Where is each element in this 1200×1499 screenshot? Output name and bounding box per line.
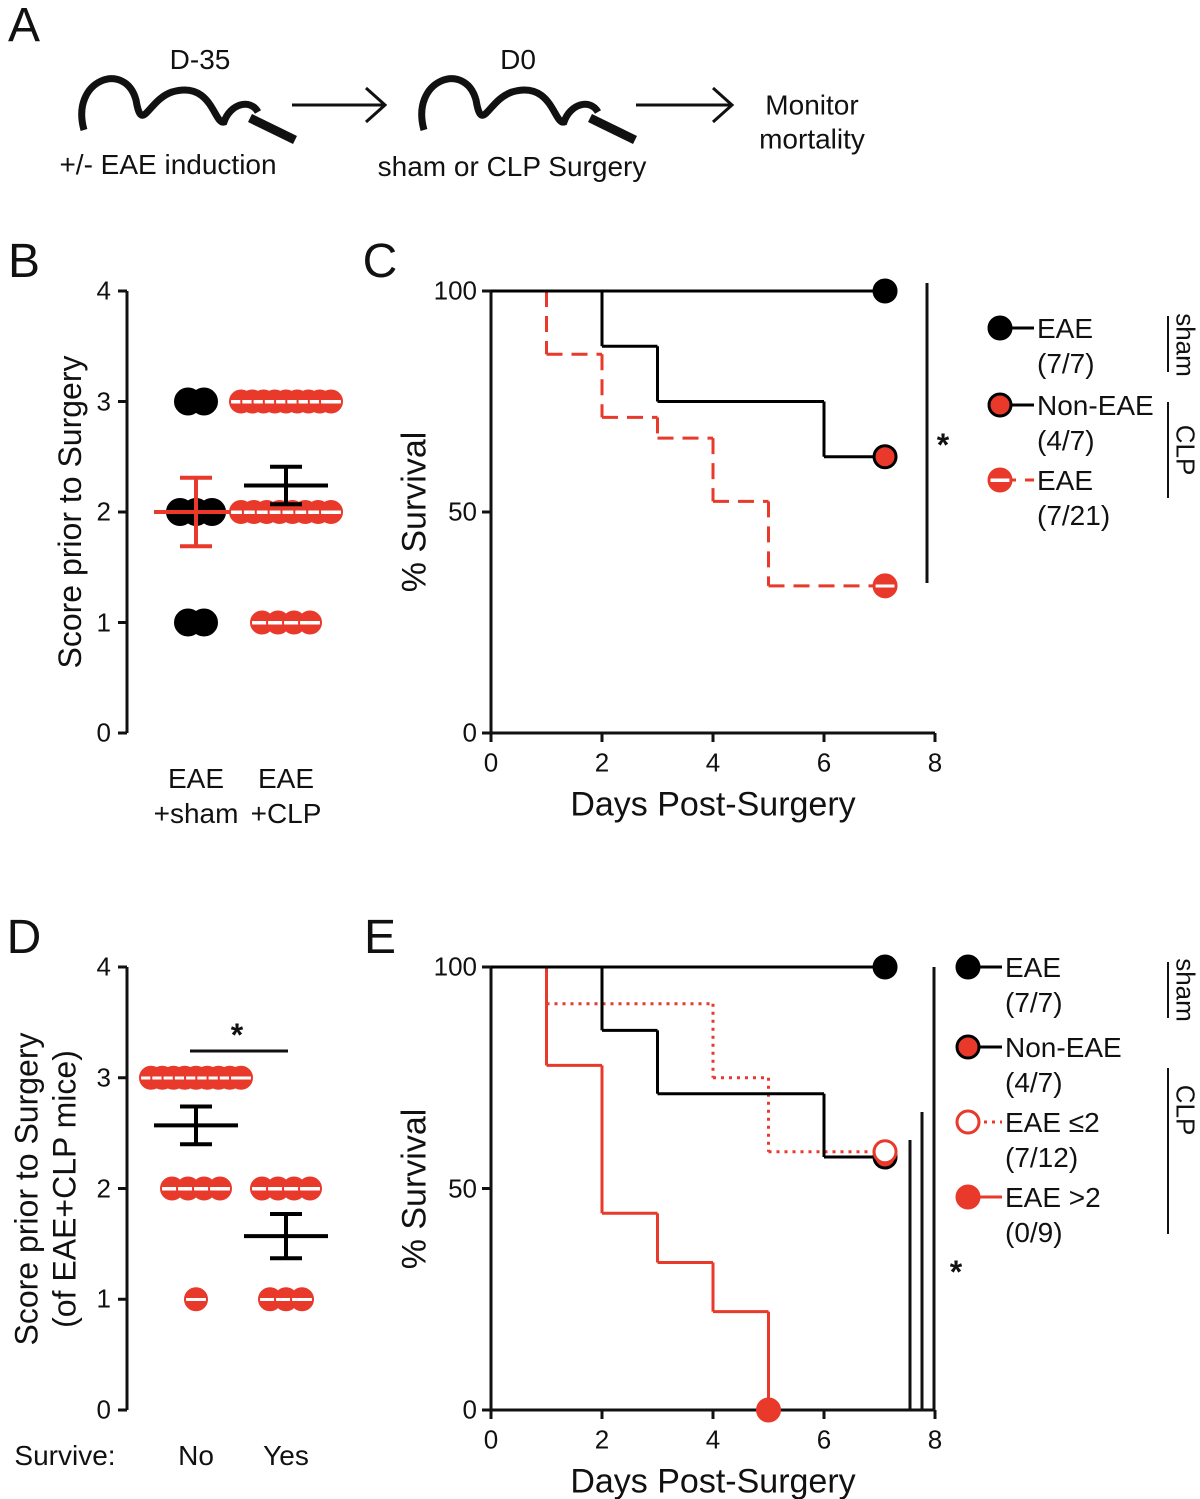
- legend-marker: [987, 315, 1013, 341]
- data-point: [208, 1176, 232, 1201]
- timeline-coil-tail: [588, 113, 637, 145]
- legend-marker: [987, 467, 1013, 493]
- timeline-step: +/- EAE induction: [59, 149, 277, 181]
- data-point: [319, 500, 343, 524]
- significance-label: *: [949, 1253, 963, 1290]
- legend-label: EAE ≤2 (7/12): [1005, 1107, 1100, 1173]
- x-tick-label: 6: [816, 1424, 832, 1455]
- timeline-step: sham or CLP Surgery: [377, 151, 647, 183]
- y-tick-label: 4: [96, 951, 111, 982]
- y-tick-label: 4: [96, 275, 111, 306]
- y-axis-title: Score prior to Surgery (of EAE+CLP mice): [8, 1031, 83, 1346]
- timeline-arrow: [636, 86, 735, 124]
- y-tick-label: 0: [462, 1394, 477, 1425]
- legend-label: EAE (7/7): [1037, 313, 1095, 379]
- end-marker: [872, 278, 898, 304]
- y-axis-title: % Survival: [395, 1108, 434, 1269]
- legend-label: Non-EAE (4/7): [1037, 390, 1154, 456]
- y-tick-label: 100: [433, 951, 477, 982]
- data-point: [190, 608, 218, 637]
- timeline-coil: [418, 75, 602, 131]
- end-marker: [872, 1139, 898, 1165]
- end-marker: [872, 573, 898, 599]
- data-point: [229, 1065, 253, 1090]
- timeline-coil-tail: [248, 113, 297, 145]
- error-bar: [180, 475, 212, 549]
- significance-label: *: [936, 426, 950, 463]
- legend-label: EAE (7/21): [1037, 465, 1111, 531]
- y-axis-title: % Survival: [395, 431, 434, 593]
- legend-group-label: sham: [1170, 958, 1200, 1022]
- data-point: [290, 1287, 314, 1312]
- panel-label: C: [362, 235, 398, 289]
- error-bar: [180, 1104, 212, 1147]
- y-tick-label: 50: [448, 1172, 477, 1203]
- x-axis-title: Days Post-Surgery: [570, 1462, 856, 1499]
- y-tick-label: 2: [96, 496, 111, 527]
- legend-label: Non-EAE (4/7): [1005, 1032, 1122, 1098]
- legend-label: EAE (7/7): [1005, 952, 1063, 1018]
- x-tick-label: 4: [705, 1424, 721, 1455]
- x-tick-label: 8: [927, 747, 943, 778]
- panel-label: A: [7, 0, 41, 53]
- x-axis-title: Survive:: [14, 1440, 116, 1471]
- legend-marker: [955, 954, 981, 980]
- x-tick-label: No: [178, 1440, 214, 1471]
- y-tick-label: 100: [433, 275, 477, 306]
- y-tick-label: 0: [96, 1394, 111, 1425]
- y-tick-label: 0: [96, 717, 111, 748]
- end-marker: [872, 444, 898, 470]
- timeline-diagram: [78, 75, 735, 145]
- end-marker: [756, 1397, 781, 1423]
- error-bar: [270, 464, 302, 507]
- legend-group-label: sham: [1170, 313, 1200, 377]
- x-tick-label: EAE +CLP: [250, 763, 322, 829]
- y-tick-label: 1: [96, 606, 111, 637]
- x-tick-label: 8: [927, 1424, 943, 1455]
- panel-label: B: [7, 235, 41, 289]
- x-tick-label: 0: [483, 747, 499, 778]
- y-tick-label: 3: [96, 385, 111, 416]
- legend-group-label: CLP: [1170, 1084, 1200, 1136]
- x-tick-label: 4: [705, 747, 721, 778]
- x-axis-title: Days Post-Surgery: [570, 785, 856, 824]
- timeline-time: D-35: [169, 44, 231, 76]
- timeline-time: D0: [500, 44, 536, 76]
- data-point: [190, 387, 218, 416]
- y-axis-title: Score prior to Surgery: [51, 355, 88, 669]
- end-marker: [872, 954, 898, 980]
- data-point: [319, 389, 343, 414]
- x-tick-label: Yes: [263, 1440, 309, 1471]
- panel-label: E: [363, 911, 397, 965]
- y-tick-label: 3: [96, 1062, 111, 1093]
- x-tick-label: 2: [594, 747, 610, 778]
- legend-marker: [955, 1109, 981, 1135]
- timeline-coil: [78, 75, 262, 131]
- y-tick-label: 2: [96, 1172, 111, 1203]
- x-tick-label: 6: [816, 747, 832, 778]
- data-point: [298, 1176, 322, 1201]
- data-point: [184, 1287, 208, 1312]
- y-tick-label: 0: [462, 717, 477, 748]
- panel-label: D: [6, 911, 42, 965]
- x-tick-label: 2: [594, 1424, 610, 1455]
- legend-label: EAE >2 (0/9): [1005, 1182, 1101, 1248]
- y-tick-label: 50: [448, 496, 477, 527]
- x-tick-label: EAE +sham: [153, 763, 239, 829]
- data-point: [298, 610, 322, 635]
- legend-marker: [955, 1184, 981, 1210]
- timeline-arrow: [292, 86, 388, 124]
- error-bar: [270, 1211, 302, 1261]
- x-tick-label: 0: [483, 1424, 499, 1455]
- legend-group-label: CLP: [1170, 424, 1200, 476]
- legend-marker: [955, 1034, 981, 1060]
- legend-marker: [987, 392, 1013, 418]
- y-tick-label: 1: [96, 1283, 111, 1314]
- significance-label: *: [230, 1016, 244, 1053]
- timeline-outcome: Monitor mortality: [759, 89, 865, 154]
